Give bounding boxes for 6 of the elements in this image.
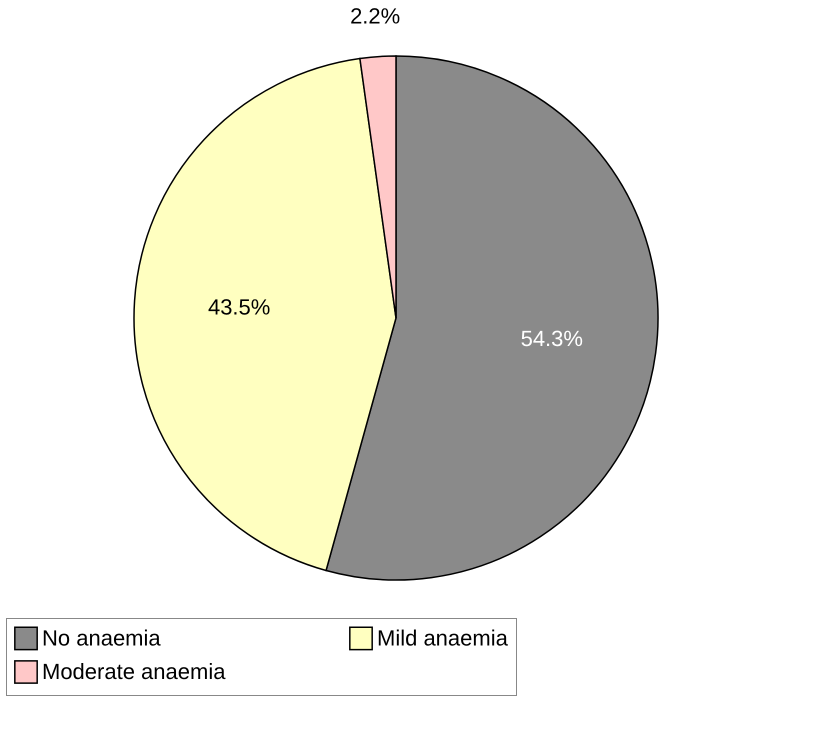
legend-label: Moderate anaemia — [42, 659, 226, 684]
legend-label: No anaemia — [42, 625, 162, 650]
data-label: 43.5% — [208, 294, 270, 320]
data-label: 2.2% — [350, 4, 400, 29]
legend-label: Mild anaemia — [377, 625, 509, 650]
data-label: 54.3% — [520, 326, 583, 352]
